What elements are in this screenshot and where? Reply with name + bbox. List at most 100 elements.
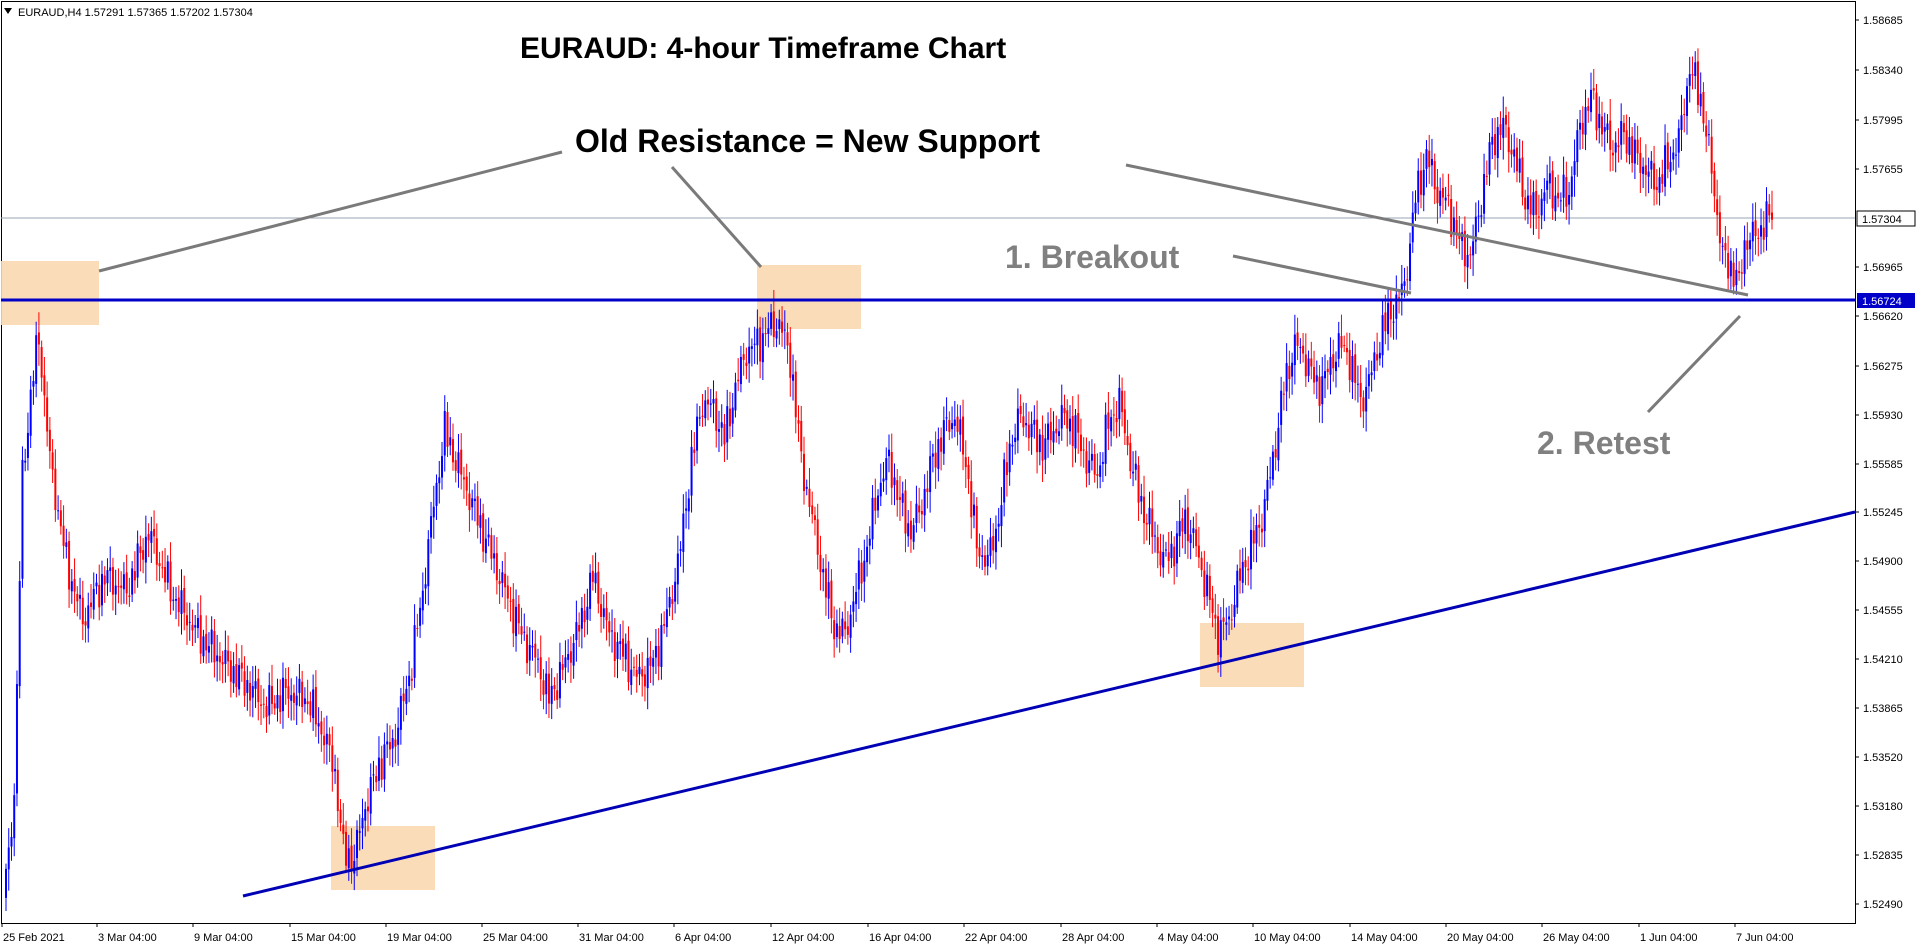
candle — [1206, 561, 1209, 606]
y-tick-label: 1.54555 — [1863, 605, 1903, 617]
candle — [1247, 556, 1250, 586]
candle — [734, 372, 737, 418]
candle — [301, 670, 304, 724]
candle — [794, 360, 797, 434]
candle — [512, 583, 515, 648]
candle — [1041, 415, 1044, 482]
candle — [860, 549, 863, 601]
candle — [1639, 137, 1642, 193]
x-tick-label: 1 Jun 04:00 — [1640, 932, 1698, 944]
candle — [920, 499, 923, 529]
candle — [542, 669, 545, 710]
candle — [739, 345, 742, 393]
candle — [569, 636, 572, 683]
candle — [312, 674, 315, 731]
candle — [1049, 407, 1052, 454]
candle — [65, 528, 68, 559]
candle — [676, 535, 679, 605]
candle — [871, 485, 874, 550]
candle — [73, 558, 76, 613]
candle — [1068, 405, 1071, 445]
y-tick-label: 1.58685 — [1863, 15, 1903, 27]
candle — [1285, 343, 1288, 412]
candle — [1466, 234, 1469, 289]
candle — [144, 515, 147, 584]
candle — [1469, 246, 1472, 270]
candle — [1606, 114, 1609, 144]
candle — [866, 534, 869, 577]
candle — [1718, 195, 1721, 262]
candle — [1263, 489, 1266, 548]
candle — [1537, 194, 1540, 240]
y-tick-label: 1.53180 — [1863, 801, 1903, 813]
candle — [1664, 124, 1667, 197]
candle — [1661, 159, 1664, 193]
candle — [1474, 202, 1477, 254]
candle — [1721, 237, 1724, 265]
candle — [682, 494, 685, 573]
candle — [550, 668, 553, 720]
candle — [624, 633, 627, 672]
candle — [835, 609, 838, 648]
candle — [1005, 441, 1008, 497]
candle — [48, 417, 51, 469]
candle — [786, 322, 789, 364]
candle — [1214, 593, 1217, 640]
candle — [819, 535, 822, 591]
candle — [923, 474, 926, 532]
ascending-trend-line[interactable] — [242, 510, 1856, 898]
candle — [1611, 140, 1614, 171]
candle — [1688, 56, 1691, 103]
candle — [1058, 419, 1061, 445]
candle — [720, 404, 723, 447]
candle — [583, 593, 586, 638]
candle — [476, 481, 479, 539]
candle — [526, 626, 529, 674]
candle — [742, 342, 745, 376]
candle — [1395, 275, 1398, 340]
x-tick-label: 12 Apr 04:00 — [772, 932, 834, 944]
candle — [314, 670, 317, 737]
candle — [68, 531, 71, 608]
candle — [1387, 287, 1390, 351]
candle — [674, 567, 677, 614]
candle — [109, 546, 112, 593]
candle — [1562, 156, 1565, 213]
candle — [375, 765, 378, 792]
candle — [169, 542, 172, 615]
chart-title: EURAUD: 4-hour Timeframe Chart — [520, 32, 1006, 65]
candle — [668, 586, 671, 617]
candle — [1740, 259, 1743, 290]
annotation-pointers — [98, 150, 1749, 414]
candle — [224, 630, 227, 683]
candle — [904, 479, 907, 553]
candle — [627, 626, 630, 691]
candle — [879, 463, 882, 507]
candle — [142, 538, 145, 574]
candle — [292, 684, 295, 721]
candle — [1551, 161, 1554, 220]
candle — [207, 632, 210, 664]
candle — [778, 309, 781, 345]
candle — [1099, 452, 1102, 489]
candle — [690, 430, 693, 513]
candle — [229, 651, 232, 698]
candle — [1499, 111, 1502, 151]
candle — [882, 462, 885, 492]
y-tick-label: 1.55245 — [1863, 507, 1903, 519]
candle — [770, 303, 773, 336]
candle — [498, 568, 501, 604]
candle — [1628, 116, 1631, 165]
candle — [1351, 340, 1354, 400]
candle — [87, 592, 90, 643]
candle — [1751, 203, 1754, 262]
candle — [654, 628, 657, 674]
candle — [515, 589, 518, 652]
candle — [852, 585, 855, 628]
candle — [1019, 394, 1022, 424]
candle — [377, 736, 380, 792]
candle — [641, 652, 644, 697]
candle — [1107, 391, 1110, 451]
candle — [185, 602, 188, 645]
